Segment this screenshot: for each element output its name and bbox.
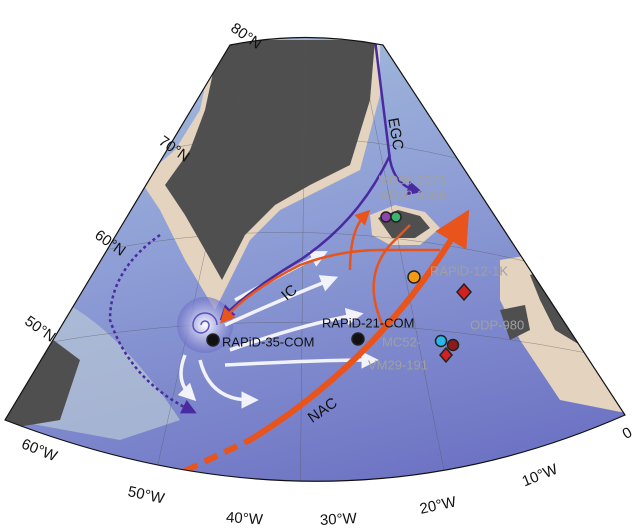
site-label: RAPiD-12-1K [430,263,508,278]
lon-label: 50°W [126,483,166,507]
site-marker [436,336,447,347]
site-label: MD99-2269 [378,187,446,202]
site-marker [352,333,364,345]
site-marker [448,340,459,351]
site-label: RAPiD-21-COM [322,315,414,330]
site-marker [381,212,391,222]
lon-label: 10°W [520,461,561,491]
site-label: VM29-191 [368,357,428,372]
site-label: MD99-2275 [378,172,446,187]
map: 80°N 70°N 60°N 50°N 60°W 50°W 40°W 30°W … [0,0,636,532]
page: 80°N 70°N 60°N 50°N 60°W 50°W 40°W 30°W … [0,0,636,532]
site-marker [391,212,401,222]
site-label: ODP-980 [470,317,524,332]
site-marker [207,334,219,346]
site-marker [408,271,420,283]
lon-label: 30°W [320,510,359,529]
lon-label: 20°W [418,493,458,517]
lon-label: 0 [619,424,635,443]
lon-label: 60°W [19,436,60,466]
map-body [0,0,636,532]
site-label: RAPiD-35-COM [222,334,314,349]
lon-label: 40°W [225,509,264,529]
site-label: MC52- [382,334,421,349]
